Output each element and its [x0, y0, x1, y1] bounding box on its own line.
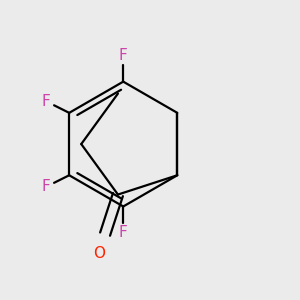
Text: F: F — [119, 48, 128, 63]
Text: O: O — [93, 246, 105, 261]
Text: F: F — [42, 94, 50, 109]
Text: F: F — [119, 225, 128, 240]
Text: F: F — [42, 179, 50, 194]
